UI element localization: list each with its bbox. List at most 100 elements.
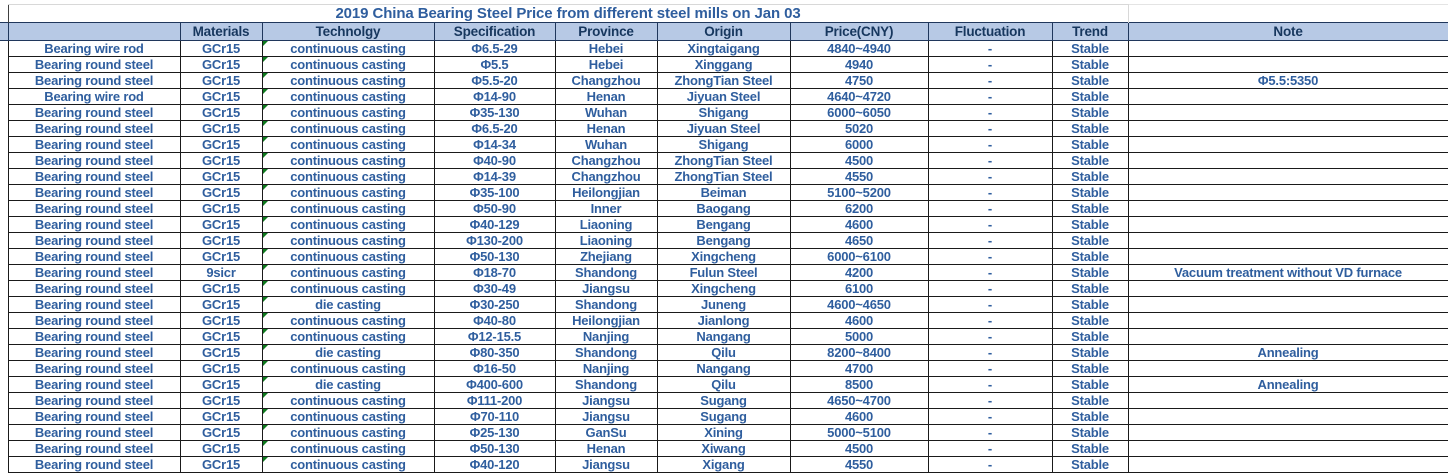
cell-product[interactable]: Bearing round steel — [7, 456, 181, 473]
cell-price[interactable]: 8500 — [789, 376, 929, 393]
cell-technology[interactable]: die casting — [261, 344, 435, 361]
cell-trend[interactable]: Stable — [1051, 280, 1129, 297]
cell-trend[interactable]: Stable — [1051, 440, 1129, 457]
cell-province[interactable]: Changzhou — [554, 72, 658, 89]
cell-fluctuation[interactable]: - — [927, 424, 1053, 441]
cell-technology[interactable]: continuous casting — [261, 72, 435, 89]
cell-materials[interactable]: GCr15 — [179, 152, 263, 169]
cell-trend[interactable]: Stable — [1051, 168, 1129, 185]
col-header-specification[interactable]: Specification — [433, 22, 556, 41]
cell-province[interactable]: Nanjing — [554, 360, 658, 377]
cell-technology[interactable]: continuous casting — [261, 152, 435, 169]
cell-product[interactable]: Bearing round steel — [7, 216, 181, 233]
cell-origin[interactable]: ZhongTian Steel — [656, 72, 791, 89]
cell-technology[interactable]: continuous casting — [261, 40, 435, 57]
cell-origin[interactable]: Baogang — [656, 200, 791, 217]
cell-trend[interactable]: Stable — [1051, 232, 1129, 249]
cell-fluctuation[interactable]: - — [927, 168, 1053, 185]
cell-technology[interactable]: continuous casting — [261, 232, 435, 249]
cell-province[interactable]: Hebei — [554, 56, 658, 73]
cell-origin[interactable]: Jiyuan Steel — [656, 120, 791, 137]
cell-technology[interactable]: continuous casting — [261, 440, 435, 457]
cell-fluctuation[interactable]: - — [927, 280, 1053, 297]
cell-fluctuation[interactable]: - — [927, 344, 1053, 361]
cell-trend[interactable]: Stable — [1051, 88, 1129, 105]
cell-materials[interactable]: GCr15 — [179, 424, 263, 441]
cell-materials[interactable]: GCr15 — [179, 376, 263, 393]
cell-specification[interactable]: Φ12-15.5 — [433, 328, 556, 345]
cell-origin[interactable]: Nangang — [656, 360, 791, 377]
cell-specification[interactable]: Φ14-34 — [433, 136, 556, 153]
cell-province[interactable]: GanSu — [554, 424, 658, 441]
cell-specification[interactable]: Φ40-90 — [433, 152, 556, 169]
cell-note[interactable] — [1127, 408, 1448, 425]
cell-fluctuation[interactable]: - — [927, 440, 1053, 457]
cell-note[interactable] — [1127, 168, 1448, 185]
cell-trend[interactable]: Stable — [1051, 248, 1129, 265]
cell-technology[interactable]: continuous casting — [261, 200, 435, 217]
col-header-product[interactable] — [7, 22, 181, 41]
cell-note[interactable]: Annealing — [1127, 344, 1448, 361]
cell-origin[interactable]: ZhongTian Steel — [656, 152, 791, 169]
cell-product[interactable]: Bearing round steel — [7, 264, 181, 281]
cell-trend[interactable]: Stable — [1051, 360, 1129, 377]
cell-fluctuation[interactable]: - — [927, 248, 1053, 265]
cell-technology[interactable]: continuous casting — [261, 312, 435, 329]
cell-specification[interactable]: Φ50-130 — [433, 440, 556, 457]
cell-price[interactable]: 6100 — [789, 280, 929, 297]
cell-technology[interactable]: die casting — [261, 376, 435, 393]
cell-origin[interactable]: Bengang — [656, 232, 791, 249]
cell-price[interactable]: 4840~4940 — [789, 40, 929, 57]
cell-materials[interactable]: GCr15 — [179, 408, 263, 425]
cell-materials[interactable]: GCr15 — [179, 232, 263, 249]
cell-product[interactable]: Bearing round steel — [7, 344, 181, 361]
cell-price[interactable]: 4750 — [789, 72, 929, 89]
cell-fluctuation[interactable]: - — [927, 72, 1053, 89]
cell-product[interactable]: Bearing round steel — [7, 184, 181, 201]
cell-note[interactable] — [1127, 456, 1448, 473]
cell-province[interactable]: Zhejiang — [554, 248, 658, 265]
cell-note[interactable]: Φ5.5:5350 — [1127, 72, 1448, 89]
cell-trend[interactable]: Stable — [1051, 184, 1129, 201]
cell-price[interactable]: 4700 — [789, 360, 929, 377]
cell-fluctuation[interactable]: - — [927, 360, 1053, 377]
cell-product[interactable]: Bearing round steel — [7, 440, 181, 457]
cell-specification[interactable]: Φ40-120 — [433, 456, 556, 473]
col-header-origin[interactable]: Origin — [656, 22, 791, 41]
cell-price[interactable]: 4600 — [789, 216, 929, 233]
cell-price[interactable]: 4650 — [789, 232, 929, 249]
cell-province[interactable]: Heilongjian — [554, 184, 658, 201]
cell-specification[interactable]: Φ35-100 — [433, 184, 556, 201]
cell-materials[interactable]: GCr15 — [179, 120, 263, 137]
cell-fluctuation[interactable]: - — [927, 40, 1053, 57]
cell-product[interactable]: Bearing round steel — [7, 232, 181, 249]
cell-origin[interactable]: Xingtaigang — [656, 40, 791, 57]
cell-fluctuation[interactable]: - — [927, 392, 1053, 409]
cell-fluctuation[interactable]: - — [927, 88, 1053, 105]
cell-province[interactable]: Shandong — [554, 264, 658, 281]
cell-trend[interactable]: Stable — [1051, 328, 1129, 345]
cell-technology[interactable]: continuous casting — [261, 392, 435, 409]
cell-note[interactable] — [1127, 296, 1448, 313]
cell-trend[interactable]: Stable — [1051, 424, 1129, 441]
col-header-materials[interactable]: Materials — [179, 22, 263, 41]
cell-origin[interactable]: Xiwang — [656, 440, 791, 457]
cell-note[interactable] — [1127, 120, 1448, 137]
cell-price[interactable]: 4550 — [789, 456, 929, 473]
cell-province[interactable]: Shandong — [554, 296, 658, 313]
cell-province[interactable]: Heilongjian — [554, 312, 658, 329]
cell-technology[interactable]: continuous casting — [261, 88, 435, 105]
cell-specification[interactable]: Φ6.5-20 — [433, 120, 556, 137]
cell-price[interactable]: 4500 — [789, 440, 929, 457]
cell-fluctuation[interactable]: - — [927, 120, 1053, 137]
cell-origin[interactable]: Sugang — [656, 408, 791, 425]
cell-origin[interactable]: Qilu — [656, 344, 791, 361]
cell-origin[interactable]: Xinggang — [656, 56, 791, 73]
cell-materials[interactable]: GCr15 — [179, 296, 263, 313]
cell-product[interactable]: Bearing round steel — [7, 296, 181, 313]
cell-origin[interactable]: Xingcheng — [656, 248, 791, 265]
cell-price[interactable]: 4550 — [789, 168, 929, 185]
cell-product[interactable]: Bearing round steel — [7, 152, 181, 169]
cell-technology[interactable]: continuous casting — [261, 120, 435, 137]
cell-trend[interactable]: Stable — [1051, 392, 1129, 409]
